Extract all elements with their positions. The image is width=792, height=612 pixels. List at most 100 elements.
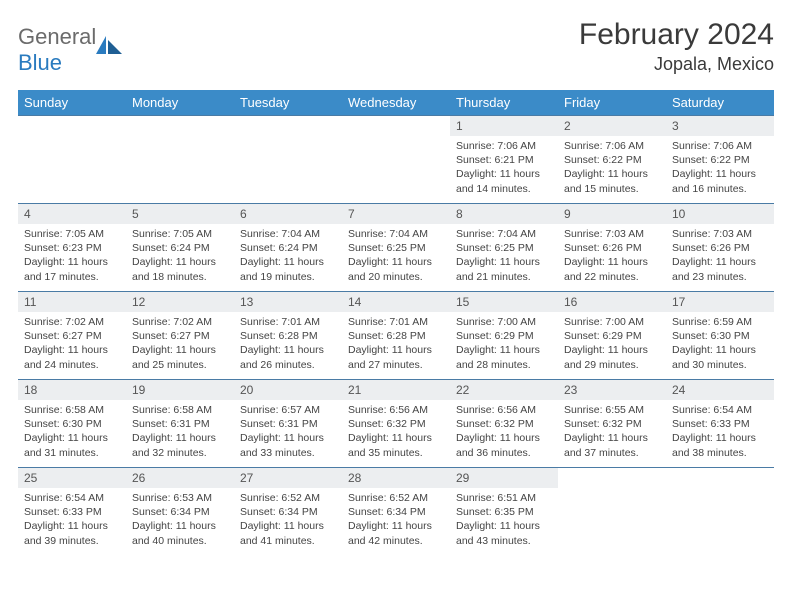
- empty-cell: [234, 116, 342, 204]
- calendar-table: SundayMondayTuesdayWednesdayThursdayFrid…: [18, 90, 774, 556]
- location: Jopala, Mexico: [579, 54, 774, 75]
- day-details: Sunrise: 7:05 AMSunset: 6:23 PMDaylight:…: [18, 224, 126, 288]
- week-row: 1Sunrise: 7:06 AMSunset: 6:21 PMDaylight…: [18, 116, 774, 204]
- day-cell: 10Sunrise: 7:03 AMSunset: 6:26 PMDayligh…: [666, 204, 774, 292]
- day-number: 19: [126, 380, 234, 400]
- day-cell: 3Sunrise: 7:06 AMSunset: 6:22 PMDaylight…: [666, 116, 774, 204]
- day-cell: 26Sunrise: 6:53 AMSunset: 6:34 PMDayligh…: [126, 468, 234, 556]
- empty-cell: [18, 116, 126, 204]
- weekday-header: Tuesday: [234, 90, 342, 116]
- month-title: February 2024: [579, 18, 774, 52]
- day-details: Sunrise: 6:57 AMSunset: 6:31 PMDaylight:…: [234, 400, 342, 464]
- day-details: Sunrise: 7:06 AMSunset: 6:22 PMDaylight:…: [666, 136, 774, 200]
- day-details: Sunrise: 6:52 AMSunset: 6:34 PMDaylight:…: [234, 488, 342, 552]
- day-cell: 28Sunrise: 6:52 AMSunset: 6:34 PMDayligh…: [342, 468, 450, 556]
- day-cell: 12Sunrise: 7:02 AMSunset: 6:27 PMDayligh…: [126, 292, 234, 380]
- day-cell: 27Sunrise: 6:52 AMSunset: 6:34 PMDayligh…: [234, 468, 342, 556]
- day-details: Sunrise: 7:06 AMSunset: 6:21 PMDaylight:…: [450, 136, 558, 200]
- day-number: 12: [126, 292, 234, 312]
- day-number: 17: [666, 292, 774, 312]
- day-cell: 18Sunrise: 6:58 AMSunset: 6:30 PMDayligh…: [18, 380, 126, 468]
- day-details: Sunrise: 7:04 AMSunset: 6:24 PMDaylight:…: [234, 224, 342, 288]
- day-number: 29: [450, 468, 558, 488]
- day-number: 21: [342, 380, 450, 400]
- day-number: 15: [450, 292, 558, 312]
- day-cell: 25Sunrise: 6:54 AMSunset: 6:33 PMDayligh…: [18, 468, 126, 556]
- day-details: Sunrise: 7:02 AMSunset: 6:27 PMDaylight:…: [126, 312, 234, 376]
- weekday-header: Thursday: [450, 90, 558, 116]
- day-details: Sunrise: 7:04 AMSunset: 6:25 PMDaylight:…: [450, 224, 558, 288]
- empty-cell: [666, 468, 774, 556]
- day-cell: 15Sunrise: 7:00 AMSunset: 6:29 PMDayligh…: [450, 292, 558, 380]
- day-number: 16: [558, 292, 666, 312]
- day-cell: 9Sunrise: 7:03 AMSunset: 6:26 PMDaylight…: [558, 204, 666, 292]
- day-details: Sunrise: 7:04 AMSunset: 6:25 PMDaylight:…: [342, 224, 450, 288]
- day-cell: 24Sunrise: 6:54 AMSunset: 6:33 PMDayligh…: [666, 380, 774, 468]
- day-cell: 22Sunrise: 6:56 AMSunset: 6:32 PMDayligh…: [450, 380, 558, 468]
- day-number: 24: [666, 380, 774, 400]
- week-row: 4Sunrise: 7:05 AMSunset: 6:23 PMDaylight…: [18, 204, 774, 292]
- weekday-header: Saturday: [666, 90, 774, 116]
- logo-word-blue: Blue: [18, 50, 62, 75]
- week-row: 25Sunrise: 6:54 AMSunset: 6:33 PMDayligh…: [18, 468, 774, 556]
- day-details: Sunrise: 6:55 AMSunset: 6:32 PMDaylight:…: [558, 400, 666, 464]
- logo-word-general: General: [18, 24, 96, 49]
- day-details: Sunrise: 7:01 AMSunset: 6:28 PMDaylight:…: [342, 312, 450, 376]
- day-cell: 2Sunrise: 7:06 AMSunset: 6:22 PMDaylight…: [558, 116, 666, 204]
- day-cell: 7Sunrise: 7:04 AMSunset: 6:25 PMDaylight…: [342, 204, 450, 292]
- day-cell: 11Sunrise: 7:02 AMSunset: 6:27 PMDayligh…: [18, 292, 126, 380]
- day-cell: 17Sunrise: 6:59 AMSunset: 6:30 PMDayligh…: [666, 292, 774, 380]
- day-cell: 20Sunrise: 6:57 AMSunset: 6:31 PMDayligh…: [234, 380, 342, 468]
- day-cell: 6Sunrise: 7:04 AMSunset: 6:24 PMDaylight…: [234, 204, 342, 292]
- week-row: 11Sunrise: 7:02 AMSunset: 6:27 PMDayligh…: [18, 292, 774, 380]
- day-number: 1: [450, 116, 558, 136]
- day-number: 13: [234, 292, 342, 312]
- day-details: Sunrise: 6:58 AMSunset: 6:30 PMDaylight:…: [18, 400, 126, 464]
- day-details: Sunrise: 7:03 AMSunset: 6:26 PMDaylight:…: [558, 224, 666, 288]
- day-details: Sunrise: 7:06 AMSunset: 6:22 PMDaylight:…: [558, 136, 666, 200]
- day-details: Sunrise: 6:54 AMSunset: 6:33 PMDaylight:…: [18, 488, 126, 552]
- day-number: 18: [18, 380, 126, 400]
- empty-cell: [126, 116, 234, 204]
- empty-cell: [558, 468, 666, 556]
- day-details: Sunrise: 6:51 AMSunset: 6:35 PMDaylight:…: [450, 488, 558, 552]
- day-number: 7: [342, 204, 450, 224]
- day-number: 20: [234, 380, 342, 400]
- empty-cell: [342, 116, 450, 204]
- day-details: Sunrise: 6:58 AMSunset: 6:31 PMDaylight:…: [126, 400, 234, 464]
- day-cell: 29Sunrise: 6:51 AMSunset: 6:35 PMDayligh…: [450, 468, 558, 556]
- day-details: Sunrise: 6:56 AMSunset: 6:32 PMDaylight:…: [342, 400, 450, 464]
- day-details: Sunrise: 6:59 AMSunset: 6:30 PMDaylight:…: [666, 312, 774, 376]
- weekday-header-row: SundayMondayTuesdayWednesdayThursdayFrid…: [18, 90, 774, 116]
- title-block: February 2024 Jopala, Mexico: [579, 18, 774, 75]
- day-details: Sunrise: 7:00 AMSunset: 6:29 PMDaylight:…: [450, 312, 558, 376]
- day-cell: 8Sunrise: 7:04 AMSunset: 6:25 PMDaylight…: [450, 204, 558, 292]
- logo-sail-icon: [96, 36, 122, 54]
- day-cell: 13Sunrise: 7:01 AMSunset: 6:28 PMDayligh…: [234, 292, 342, 380]
- day-details: Sunrise: 7:01 AMSunset: 6:28 PMDaylight:…: [234, 312, 342, 376]
- day-number: 8: [450, 204, 558, 224]
- day-number: 11: [18, 292, 126, 312]
- logo: General Blue: [18, 18, 122, 76]
- day-number: 10: [666, 204, 774, 224]
- day-number: 26: [126, 468, 234, 488]
- day-cell: 1Sunrise: 7:06 AMSunset: 6:21 PMDaylight…: [450, 116, 558, 204]
- day-cell: 23Sunrise: 6:55 AMSunset: 6:32 PMDayligh…: [558, 380, 666, 468]
- day-cell: 4Sunrise: 7:05 AMSunset: 6:23 PMDaylight…: [18, 204, 126, 292]
- day-details: Sunrise: 7:03 AMSunset: 6:26 PMDaylight:…: [666, 224, 774, 288]
- day-number: 23: [558, 380, 666, 400]
- day-number: 2: [558, 116, 666, 136]
- week-row: 18Sunrise: 6:58 AMSunset: 6:30 PMDayligh…: [18, 380, 774, 468]
- day-cell: 21Sunrise: 6:56 AMSunset: 6:32 PMDayligh…: [342, 380, 450, 468]
- header: General Blue February 2024 Jopala, Mexic…: [18, 18, 774, 76]
- day-number: 3: [666, 116, 774, 136]
- day-number: 22: [450, 380, 558, 400]
- day-cell: 14Sunrise: 7:01 AMSunset: 6:28 PMDayligh…: [342, 292, 450, 380]
- day-details: Sunrise: 6:56 AMSunset: 6:32 PMDaylight:…: [450, 400, 558, 464]
- day-details: Sunrise: 7:02 AMSunset: 6:27 PMDaylight:…: [18, 312, 126, 376]
- weekday-header: Sunday: [18, 90, 126, 116]
- calendar-body: 1Sunrise: 7:06 AMSunset: 6:21 PMDaylight…: [18, 116, 774, 556]
- logo-text: General Blue: [18, 24, 96, 76]
- day-details: Sunrise: 6:52 AMSunset: 6:34 PMDaylight:…: [342, 488, 450, 552]
- day-number: 28: [342, 468, 450, 488]
